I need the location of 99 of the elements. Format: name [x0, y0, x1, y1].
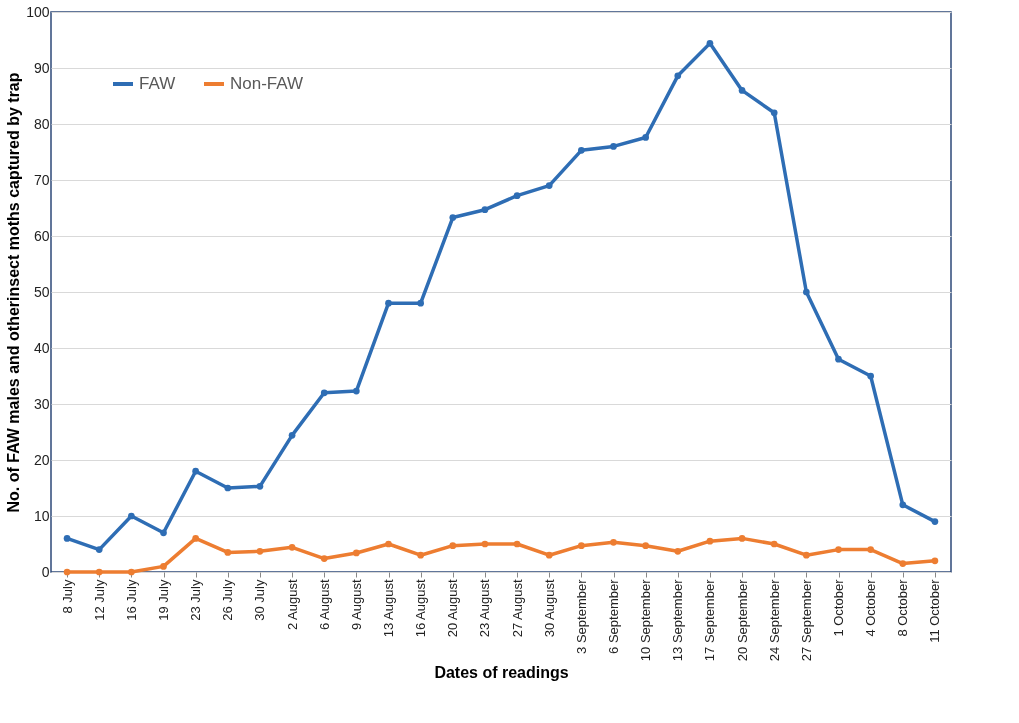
- point: [513, 540, 521, 548]
- y-tick-label: 60: [33, 227, 50, 244]
- point: [674, 547, 682, 555]
- point: [803, 551, 810, 559]
- x-tick-label: 30 August: [541, 579, 557, 638]
- x-tick-label: 6 September: [606, 578, 621, 654]
- x-tick-label: 12 July: [91, 579, 107, 621]
- point: [63, 535, 71, 542]
- y-axis-title: No. of FAW males and otherinsect moths captured by trap: [5, 72, 23, 513]
- y-tick-label: 90: [33, 59, 50, 76]
- x-tick-label: 3 September: [573, 578, 589, 654]
- point: [899, 501, 907, 509]
- point: [674, 72, 682, 80]
- point: [449, 542, 457, 550]
- x-tick-label: 17 September: [702, 578, 718, 662]
- point: [128, 568, 135, 576]
- point: [320, 389, 328, 397]
- point: [835, 355, 842, 363]
- point: [224, 484, 232, 492]
- point: [770, 109, 778, 117]
- point: [706, 40, 714, 47]
- point: [256, 482, 264, 490]
- point: [899, 560, 907, 567]
- x-tick-label: 9 August: [348, 579, 364, 631]
- point: [770, 540, 778, 548]
- point: [353, 549, 360, 557]
- point: [320, 555, 328, 562]
- point: [706, 537, 714, 545]
- x-tick-label: 23 July: [188, 579, 204, 621]
- x-axis-title: Dates of readings: [434, 664, 569, 682]
- point: [160, 529, 167, 537]
- legend-label: Non-FAW: [230, 74, 304, 93]
- x-tick-label: 27 August: [509, 579, 525, 638]
- x-tick-label: 6 August: [316, 579, 332, 631]
- y-tick-label: 0: [41, 563, 50, 580]
- point: [803, 288, 810, 296]
- point: [610, 538, 617, 546]
- legend-label: FAW: [139, 74, 176, 93]
- point: [513, 192, 521, 200]
- x-tick-label: 23 August: [477, 579, 493, 638]
- point: [867, 546, 874, 553]
- x-tick-label: 10 September: [638, 578, 654, 662]
- point: [931, 518, 939, 525]
- y-tick-label: 30: [33, 395, 50, 412]
- y-tick-label: 70: [33, 171, 50, 188]
- point: [578, 542, 585, 550]
- point: [417, 299, 424, 307]
- point: [481, 540, 489, 548]
- point: [95, 568, 103, 576]
- point: [642, 542, 649, 550]
- point: [931, 557, 939, 565]
- point: [545, 551, 553, 559]
- point: [224, 549, 232, 556]
- x-tick-label: 13 August: [381, 579, 396, 638]
- y-tick-label: 20: [33, 451, 50, 468]
- y-tick-label: 50: [33, 283, 50, 300]
- point: [385, 540, 392, 548]
- x-tick-label: 8 July: [59, 579, 75, 614]
- point: [642, 134, 649, 141]
- x-tick-label: 4 October: [863, 578, 879, 637]
- x-tick-label: 19 July: [156, 579, 171, 621]
- point: [288, 432, 296, 439]
- point: [481, 206, 489, 214]
- point: [578, 146, 585, 154]
- point: [738, 535, 746, 542]
- x-tick-label: 26 July: [220, 579, 236, 621]
- point: [256, 547, 264, 555]
- x-tick-label: 24 September: [766, 578, 782, 662]
- point: [192, 535, 199, 542]
- point: [128, 512, 135, 520]
- point: [353, 387, 360, 395]
- point: [835, 546, 842, 553]
- x-tick-label: 27 September: [798, 578, 814, 662]
- y-tick-label: 100: [26, 3, 50, 20]
- point: [192, 467, 199, 475]
- x-tick-label: 16 August: [413, 579, 429, 638]
- x-tick-label: 1 October: [831, 578, 846, 637]
- point: [95, 546, 103, 553]
- point: [738, 87, 746, 94]
- point: [610, 143, 617, 150]
- y-tick-label: 80: [33, 115, 50, 132]
- point: [417, 551, 424, 559]
- point: [288, 544, 296, 551]
- point: [63, 568, 71, 576]
- point: [449, 214, 457, 221]
- x-tick-label: 16 July: [123, 579, 139, 621]
- x-tick-label: 30 July: [252, 579, 268, 621]
- x-tick-label: 8 October: [895, 578, 911, 637]
- x-tick-label: 2 August: [284, 579, 300, 631]
- y-tick-label: 40: [33, 339, 50, 356]
- point: [385, 299, 392, 307]
- point: [545, 182, 553, 189]
- point: [867, 372, 874, 380]
- point: [160, 563, 167, 570]
- x-tick-label: 20 September: [734, 578, 750, 662]
- y-tick-label: 10: [33, 507, 50, 524]
- x-tick-label: 13 September: [670, 578, 686, 662]
- x-tick-label: 20 August: [445, 579, 461, 638]
- x-tick-label: 11 October: [927, 578, 943, 643]
